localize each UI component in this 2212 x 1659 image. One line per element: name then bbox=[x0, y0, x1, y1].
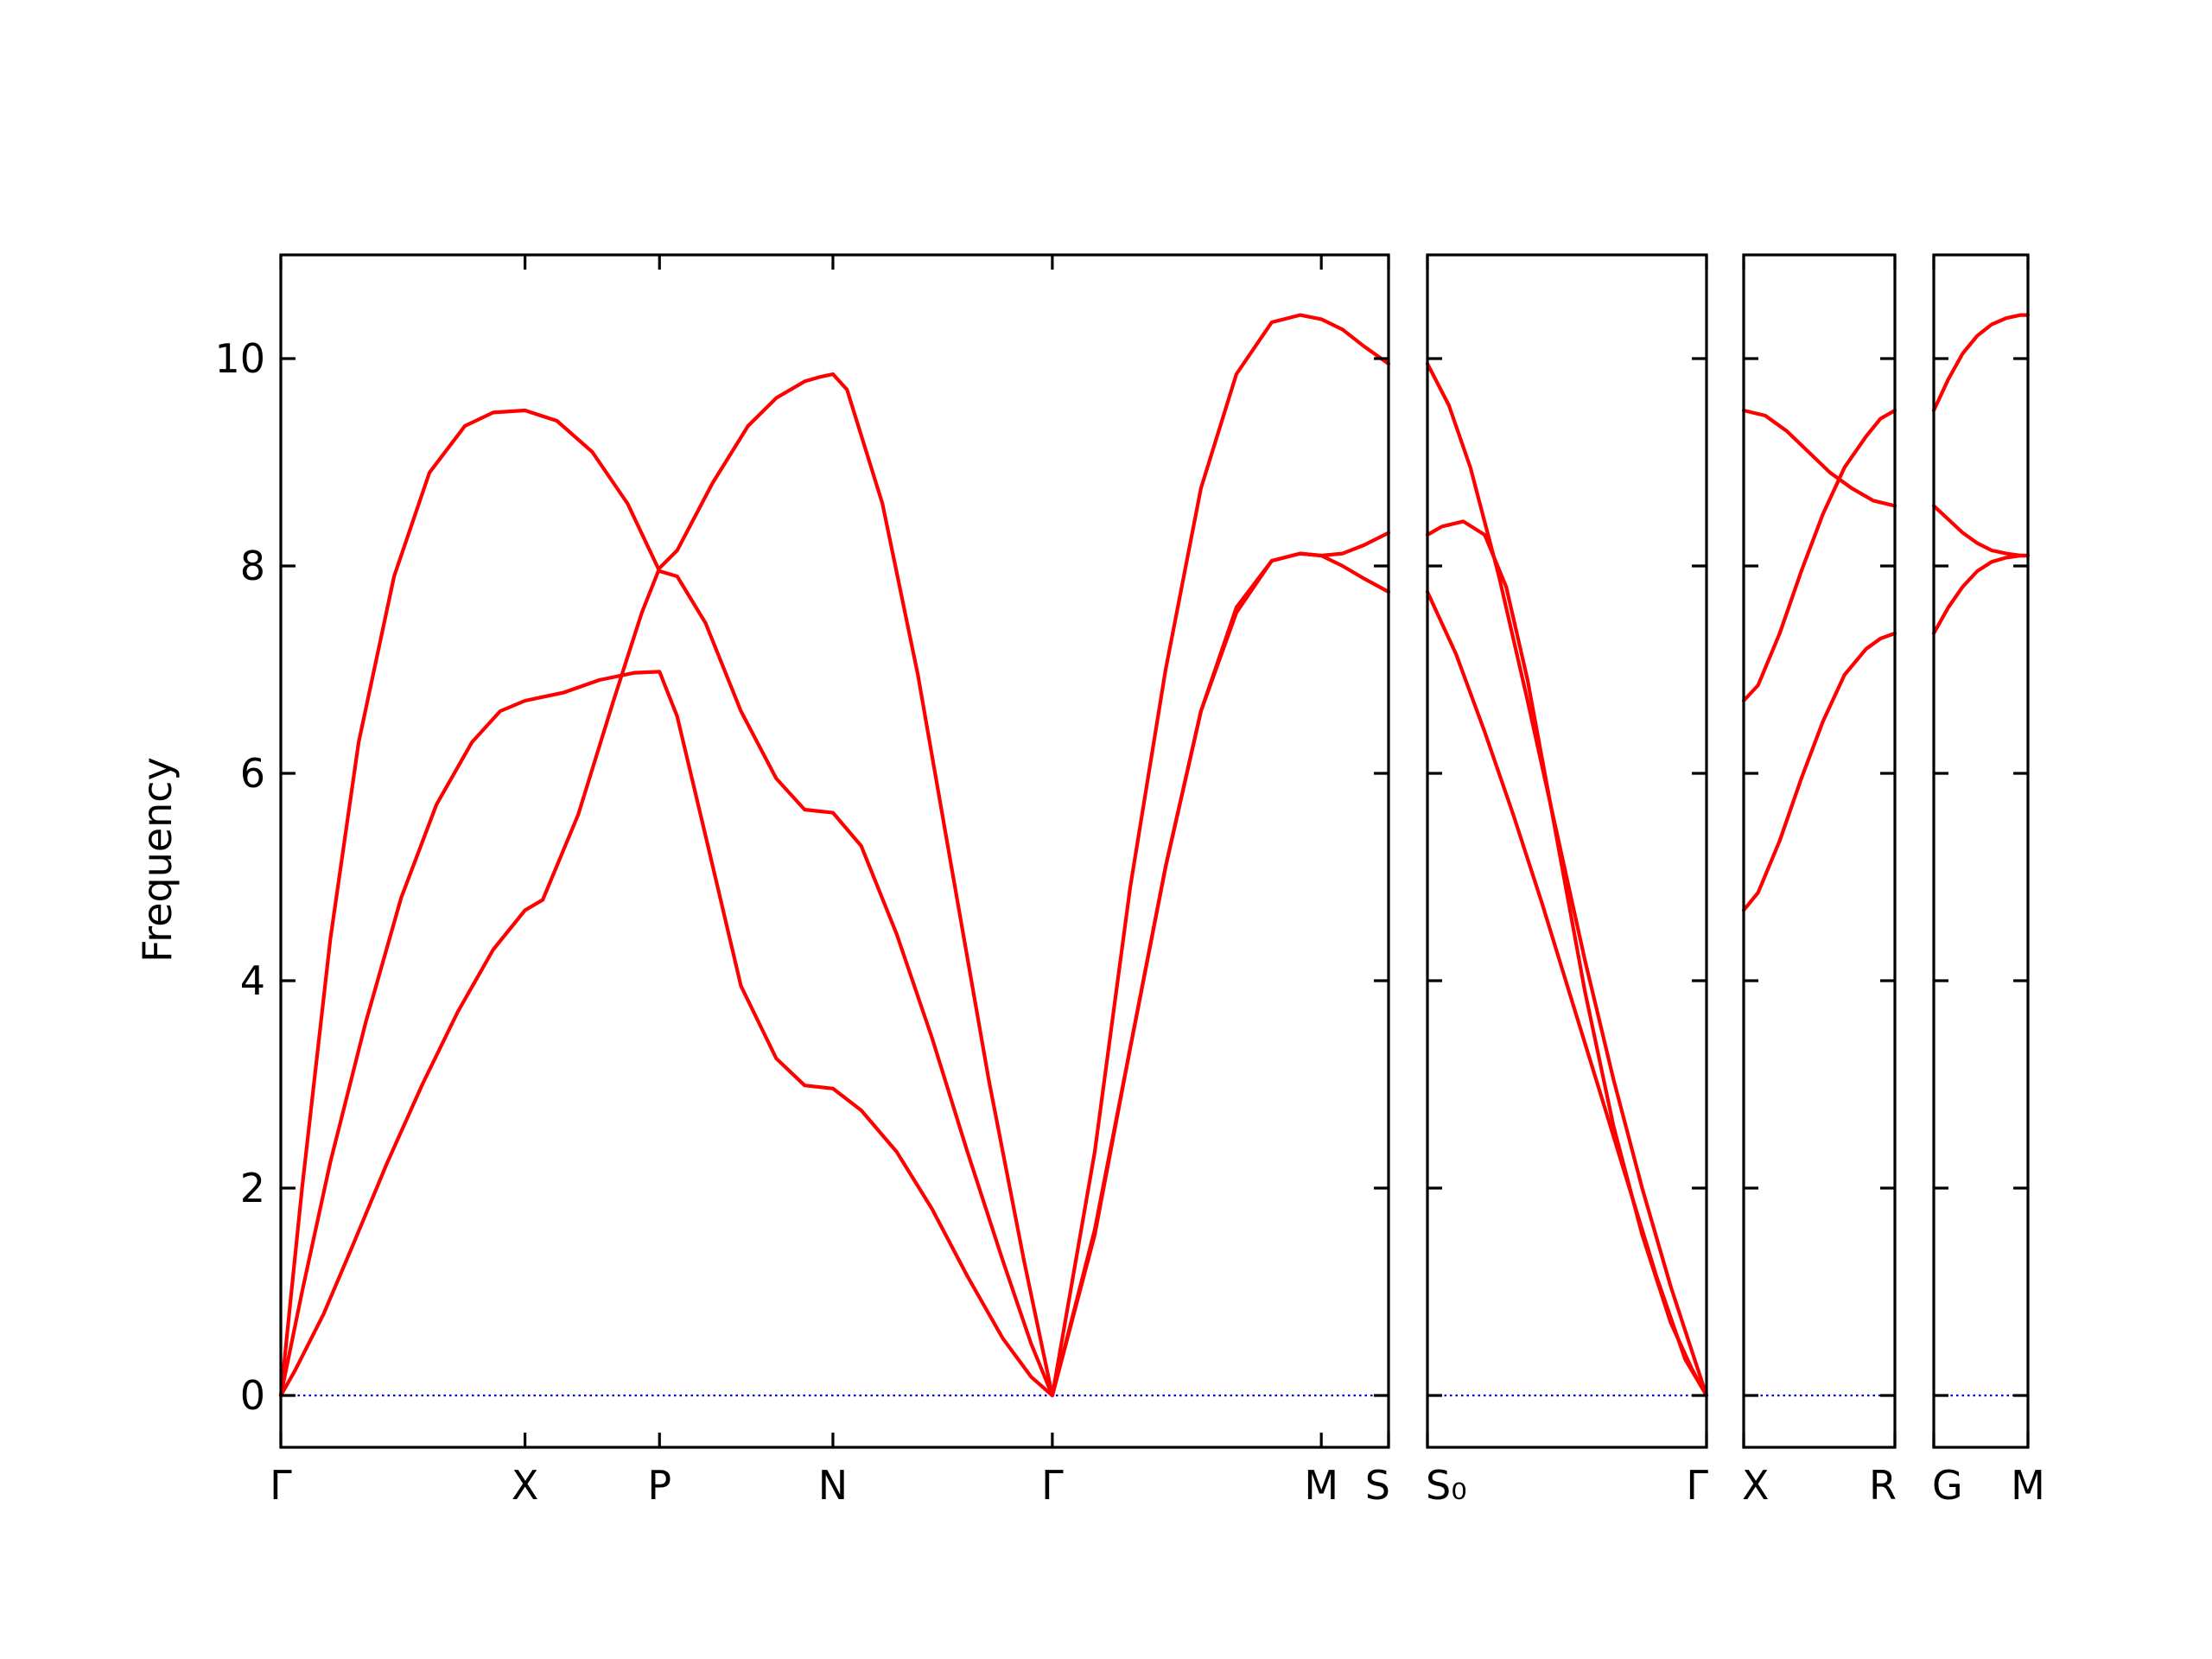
band-3 bbox=[1425, 589, 1709, 1398]
band-3 bbox=[1931, 313, 2031, 413]
panel-frame bbox=[1932, 253, 2030, 1449]
x-tick-label: X bbox=[512, 1462, 539, 1509]
panel-frame bbox=[1426, 253, 1708, 1449]
x-tick-label: G bbox=[1932, 1462, 1963, 1509]
x-tick-label: Γ bbox=[1041, 1462, 1064, 1509]
y-tick-label: 0 bbox=[240, 1372, 265, 1419]
band-3 bbox=[1741, 408, 1897, 508]
y-axis-label: Frequency bbox=[134, 757, 181, 963]
y-tick-label: 4 bbox=[240, 957, 265, 1004]
x-tick-label: X bbox=[1742, 1462, 1770, 1509]
panel-frame bbox=[1742, 253, 1897, 1449]
y-tick-label: 8 bbox=[240, 543, 265, 589]
band-2 bbox=[278, 551, 1391, 1398]
band-1 bbox=[1741, 631, 1897, 912]
y-tick-label: 2 bbox=[240, 1165, 265, 1211]
panel-frame bbox=[279, 253, 1390, 1449]
panel-1: Γ X P N Γ M S 0 2 4 6 8 10 bbox=[214, 253, 1391, 1509]
x-tick-label: P bbox=[647, 1462, 671, 1509]
band-2 bbox=[1741, 408, 1897, 703]
x-tick-label: N bbox=[818, 1462, 848, 1509]
y-tick-label: 6 bbox=[240, 750, 265, 797]
panel-2: S₀ Γ bbox=[1425, 253, 1709, 1509]
band-2 bbox=[1931, 504, 2031, 558]
x-tick-label: R bbox=[1869, 1462, 1897, 1509]
x-tick-label: S bbox=[1365, 1462, 1390, 1509]
band-1 bbox=[278, 372, 1391, 1398]
x-tick-label: Γ bbox=[1686, 1462, 1708, 1509]
band-3 bbox=[278, 313, 1391, 1398]
x-tick-label: S₀ bbox=[1426, 1462, 1467, 1509]
x-tick-label: M bbox=[1304, 1462, 1338, 1509]
x-tick-label: Γ bbox=[270, 1462, 292, 1509]
y-tick-label: 10 bbox=[214, 335, 265, 382]
band-1 bbox=[1425, 361, 1709, 1398]
x-tick-label: M bbox=[2011, 1462, 2045, 1509]
